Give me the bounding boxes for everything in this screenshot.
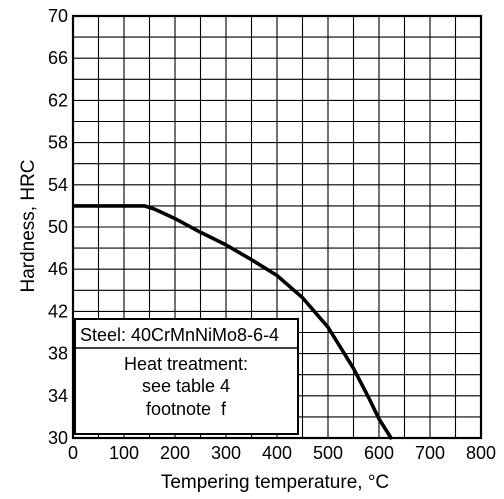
- x-tick-label: 300: [211, 443, 241, 463]
- annotation-line-2: see table 4: [142, 376, 230, 396]
- plot-border: [71, 14, 483, 440]
- x-tick-label: 200: [160, 443, 190, 463]
- x-tick-labels: 0 100 200 300 400 500 600 700 800: [68, 443, 496, 463]
- annotation-steel: Steel: 40CrMnNiMo8-6-4: [80, 325, 279, 345]
- x-tick-label: 800: [466, 443, 496, 463]
- x-tick-label: 400: [262, 443, 292, 463]
- x-tick-label: 0: [68, 443, 78, 463]
- plot-frame: [71, 14, 483, 440]
- annotation-box: Steel: 40CrMnNiMo8-6-4 Heat treatment: s…: [74, 318, 299, 435]
- x-tick-label: 500: [313, 443, 343, 463]
- y-tick-label: 30: [48, 428, 68, 448]
- y-tick-label: 38: [48, 344, 68, 364]
- series-layer: [73, 204, 394, 441]
- x-tick-label: 700: [415, 443, 445, 463]
- annotation-line-1: Heat treatment:: [124, 354, 248, 374]
- y-tick-label: 62: [48, 90, 68, 110]
- x-axis-label: Tempering temperature, °C: [161, 472, 389, 493]
- y-tick-label: 54: [48, 175, 68, 195]
- y-tick-label: 58: [48, 133, 68, 153]
- y-tick-label: 70: [48, 6, 68, 26]
- series-line-0: [73, 204, 394, 441]
- annotation-line-3: footnote f: [146, 399, 227, 419]
- y-tick-label: 42: [48, 301, 68, 321]
- y-axis-label: Hardness, HRC: [18, 159, 39, 292]
- y-tick-label: 66: [48, 48, 68, 68]
- x-tick-label: 600: [364, 443, 394, 463]
- y-tick-label: 34: [48, 386, 68, 406]
- x-tick-label: 100: [109, 443, 139, 463]
- y-tick-label: 46: [48, 259, 68, 279]
- y-tick-label: 50: [48, 217, 68, 237]
- y-tick-labels: 30 34 38 42 46 50 54 58 62 66 70: [48, 6, 68, 448]
